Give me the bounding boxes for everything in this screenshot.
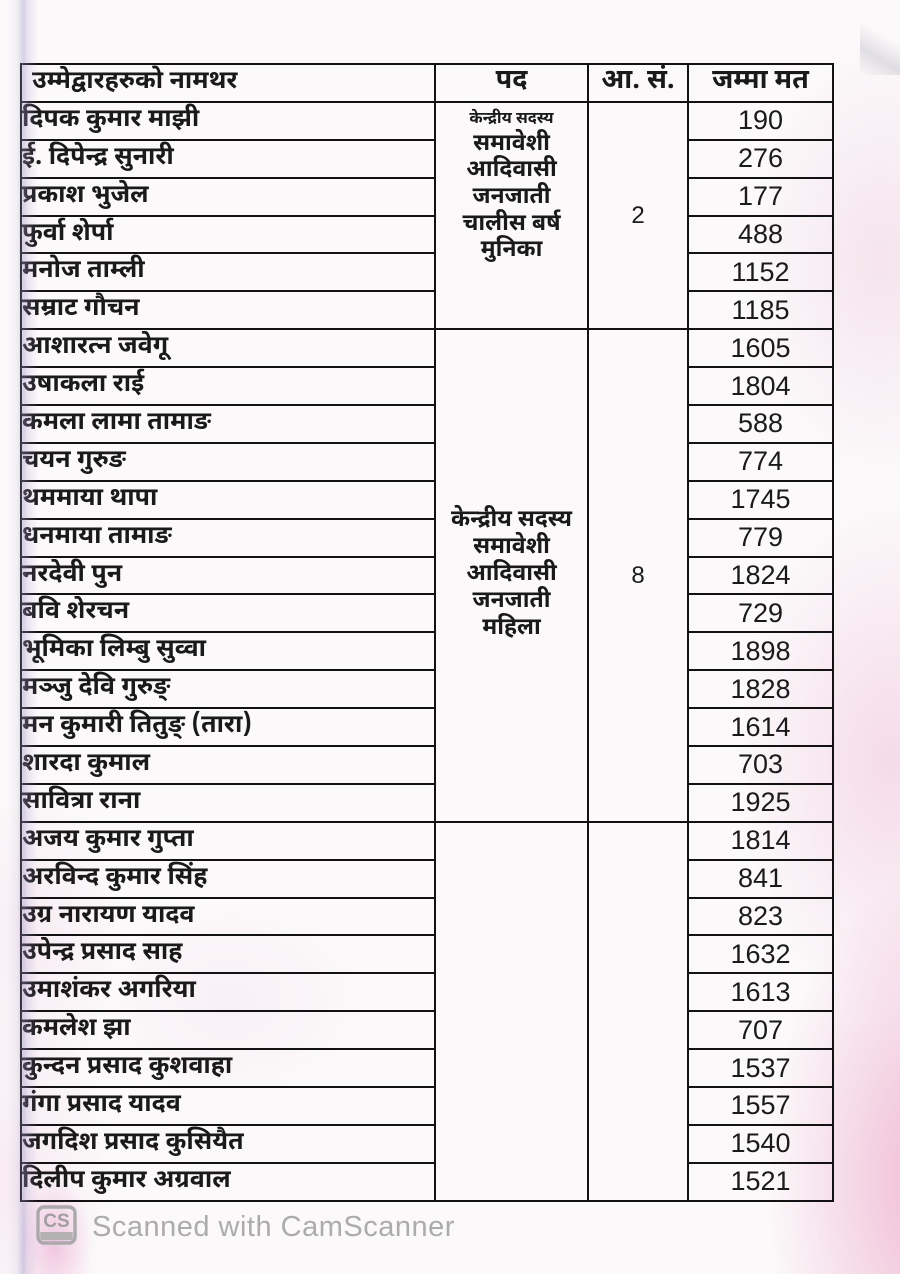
svg-text:CS: CS bbox=[43, 1211, 69, 1232]
